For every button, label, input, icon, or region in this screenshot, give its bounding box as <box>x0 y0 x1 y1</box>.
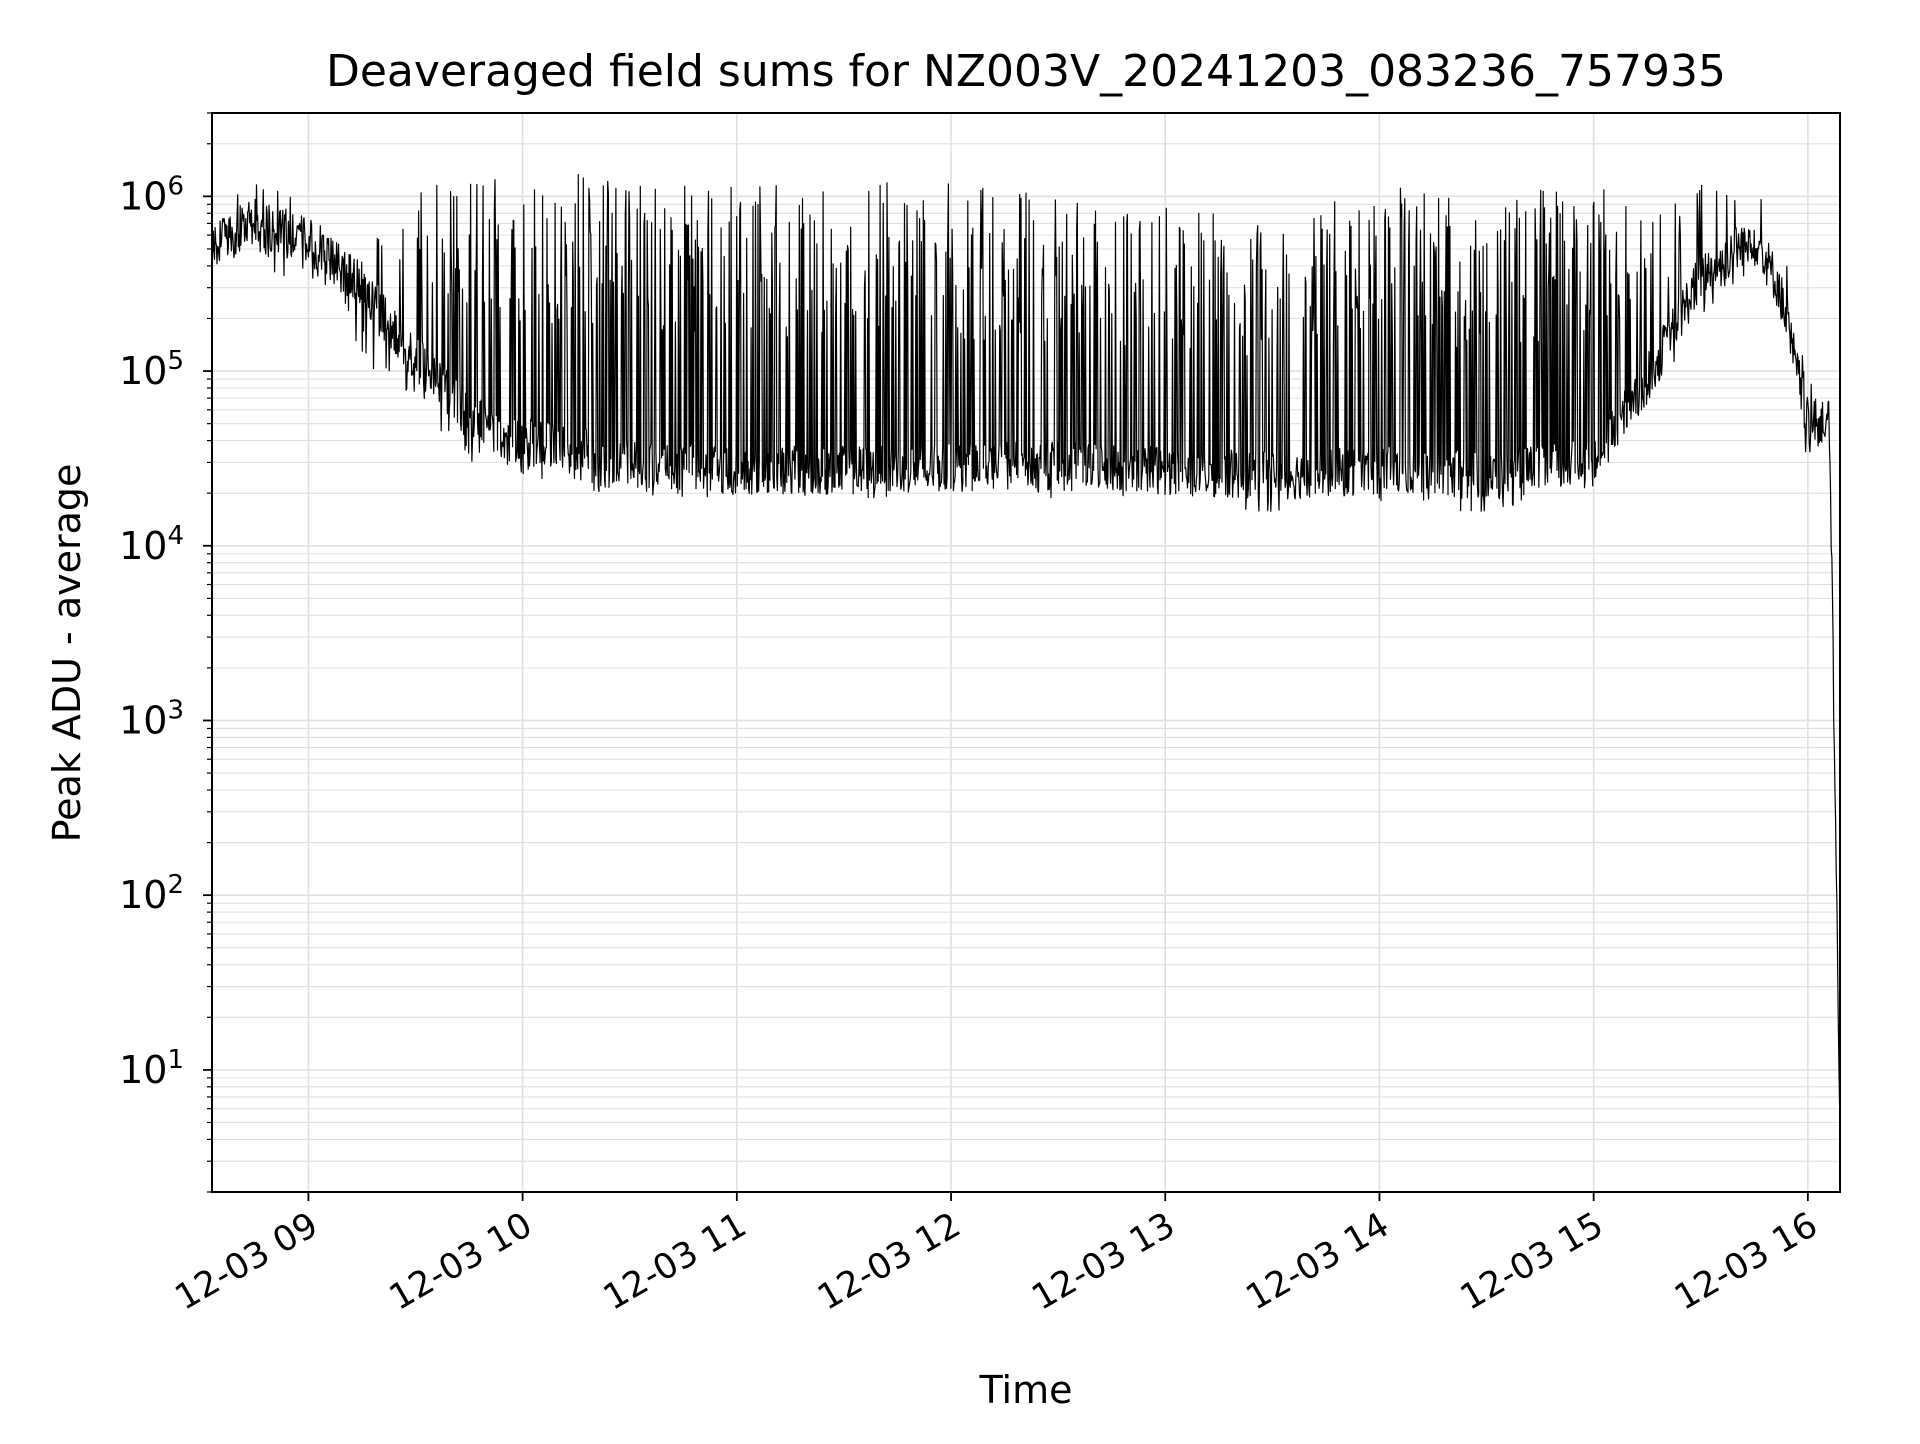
y-tick-label: 104 <box>119 521 184 568</box>
plot-frame <box>211 112 1841 1193</box>
series-line <box>211 173 1841 1125</box>
chart-title: Deaveraged field sums for NZ003V_2024120… <box>326 46 1726 97</box>
y-tick-label: 106 <box>119 171 184 218</box>
y-tick-label: 105 <box>119 346 184 393</box>
y-tick-label: 103 <box>119 695 184 742</box>
y-axis-label: Peak ADU - average <box>45 464 89 843</box>
y-tick-label: 101 <box>119 1045 184 1092</box>
x-axis-label: Time <box>979 1368 1073 1412</box>
series-layer <box>211 173 1841 1125</box>
y-tick-label: 102 <box>119 870 184 917</box>
